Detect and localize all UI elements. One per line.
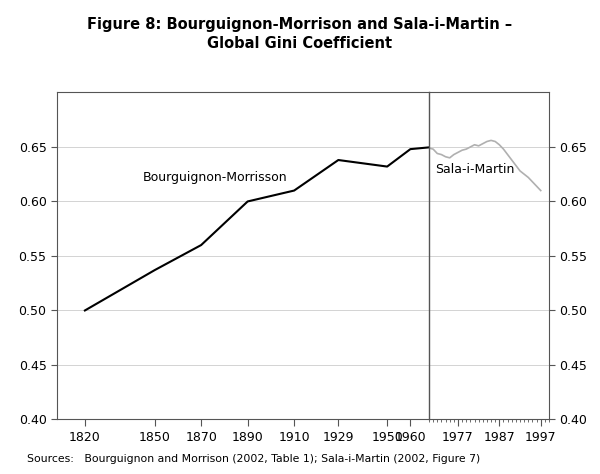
Text: Sala-i-Martin: Sala-i-Martin: [435, 163, 515, 176]
Text: Bourguignon-Morrisson: Bourguignon-Morrisson: [143, 171, 287, 184]
Text: Sources:   Bourguignon and Morrison (2002, Table 1); Sala-i-Martin (2002, Figure: Sources: Bourguignon and Morrison (2002,…: [27, 454, 480, 464]
Text: Figure 8: Bourguignon-Morrison and Sala-i-Martin –
Global Gini Coefficient: Figure 8: Bourguignon-Morrison and Sala-…: [88, 17, 512, 51]
